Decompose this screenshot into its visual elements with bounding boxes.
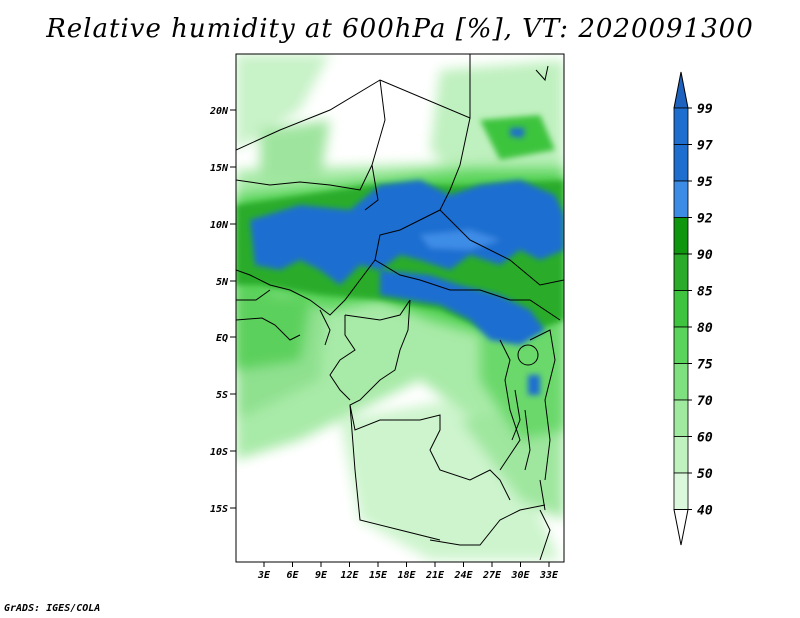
lakes — [511, 344, 546, 511]
colorbar-label: 70 — [697, 394, 713, 409]
map-title: Relative humidity at 600hPa [%], VT: 202… — [46, 14, 754, 44]
grads-credit: GrADS: IGES/COLA — [4, 603, 101, 614]
colorbar-label: 90 — [697, 248, 713, 263]
colorbar-top-arrow — [673, 71, 689, 109]
lat-label: EQ — [216, 333, 228, 344]
colorbar-label: 99 — [697, 102, 713, 117]
longitude-axis: 3E 6E 9E 12E 15E 18E 21E 24E 27E 30E 33E — [257, 562, 559, 581]
lat-label: 15S — [210, 504, 228, 515]
lat-label: 15N — [210, 163, 229, 174]
lon-label: 12E — [340, 570, 359, 581]
colorbar-label: 85 — [697, 285, 713, 300]
colorbar-segment — [673, 107, 689, 145]
lat-label: 20N — [209, 106, 229, 117]
colorbar-segment — [673, 290, 689, 328]
colorbar-segment — [673, 436, 689, 474]
colorbar-segment — [673, 326, 689, 364]
lon-label: 27E — [482, 570, 502, 581]
colorbar-segment — [673, 399, 689, 437]
lon-label: 6E — [286, 570, 299, 581]
country-borders — [236, 54, 564, 561]
lon-label: 30E — [510, 570, 530, 581]
colorbar-label: 60 — [697, 431, 713, 446]
lat-label: 10S — [210, 447, 228, 458]
lat-label: 5S — [216, 390, 228, 401]
lon-label: 33E — [539, 570, 559, 581]
latitude-axis: 20N 15N 10N 5N EQ 5S 10S 15S — [209, 106, 236, 515]
humidity-field — [236, 54, 564, 562]
colorbar-label: 80 — [697, 321, 713, 336]
lon-label: 24E — [453, 570, 473, 581]
lon-label: 9E — [315, 570, 328, 581]
colorbar-segment — [673, 253, 689, 291]
colorbar: 99 97 95 92 90 85 80 75 70 60 50 40 — [673, 71, 713, 546]
colorbar-label: 92 — [697, 212, 713, 227]
colorbar-label: 95 — [697, 175, 713, 190]
map-frame — [235, 53, 565, 563]
colorbar-segment — [673, 363, 689, 401]
lon-label: 3E — [257, 570, 271, 581]
colorbar-label: 97 — [697, 139, 713, 154]
colorbar-segment — [673, 180, 689, 218]
colorbar-segment — [673, 144, 689, 182]
colorbar-label: 50 — [697, 467, 713, 482]
lon-label: 18E — [397, 570, 416, 581]
colorbar-segment — [673, 217, 689, 255]
lon-label: 21E — [425, 570, 445, 581]
lat-label: 5N — [216, 277, 229, 288]
colorbar-label: 75 — [697, 358, 713, 373]
lat-label: 10N — [210, 220, 229, 231]
colorbar-bottom-arrow — [673, 509, 689, 546]
colorbar-segment — [673, 472, 689, 510]
colorbar-label: 40 — [697, 504, 713, 519]
lon-label: 15E — [369, 570, 388, 581]
